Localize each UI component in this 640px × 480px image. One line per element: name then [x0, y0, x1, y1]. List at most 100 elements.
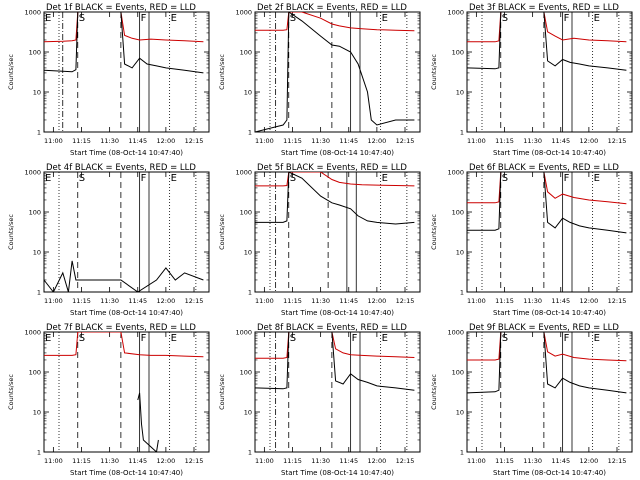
x-tick-label: 11:15: [495, 457, 514, 465]
y-tick-label: 100: [240, 369, 252, 377]
y-tick-label: 10: [456, 89, 464, 97]
marker-label: S: [79, 333, 85, 344]
marker-label: S: [502, 173, 508, 184]
series-red-line: [467, 332, 627, 362]
x-tick-label: 11:00: [467, 457, 486, 465]
x-tick-label: 11:00: [255, 137, 274, 145]
x-tick-label: 11:45: [551, 457, 570, 465]
y-tick-label: 100: [29, 209, 41, 217]
series-red-line: [255, 12, 415, 32]
y-tick-label: 1: [460, 289, 464, 297]
series-red-line: [467, 12, 627, 43]
x-tick-label: 11:15: [72, 137, 91, 145]
x-tick-label: 12:00: [580, 137, 599, 145]
x-tick-label: 11:45: [339, 137, 358, 145]
plot-frame: [254, 171, 421, 293]
x-tick-label: 12:15: [608, 137, 627, 145]
chart-title: Det 6f BLACK = Events, RED = LLD: [469, 163, 619, 173]
x-tick-label: 12:00: [580, 457, 599, 465]
x-tick-label: 11:00: [255, 297, 274, 305]
chart-title: Det 8f BLACK = Events, RED = LLD: [257, 323, 407, 333]
y-tick-label: 10: [33, 409, 41, 417]
x-tick-label: 11:45: [551, 297, 570, 305]
x-tick-label: 11:15: [283, 137, 302, 145]
marker-label: E: [594, 333, 600, 344]
y-tick-label: 1: [248, 449, 252, 457]
x-tick-label: 11:15: [283, 457, 302, 465]
marker-label: F: [141, 13, 147, 24]
y-tick-label: 1: [37, 289, 41, 297]
marker-label: S: [502, 333, 508, 344]
marker-label: E: [594, 13, 600, 24]
marker-label: E: [45, 13, 51, 24]
x-tick-label: 11:30: [523, 137, 542, 145]
x-tick-label: 11:15: [283, 297, 302, 305]
x-axis-label: Start Time (08-Oct-14 10:47:40): [281, 309, 394, 317]
x-axis-label: Start Time (08-Oct-14 10:47:40): [70, 309, 183, 317]
x-tick-label: 11:15: [72, 297, 91, 305]
plot-frame: [254, 331, 421, 453]
x-tick-label: 11:00: [44, 137, 63, 145]
x-tick-label: 11:30: [311, 457, 330, 465]
marker-label: S: [290, 173, 296, 184]
chart-title: Det 2f BLACK = Events, RED = LLD: [257, 3, 407, 13]
marker-label: S: [290, 13, 296, 24]
x-tick-label: 11:30: [523, 457, 542, 465]
marker-label: F: [141, 173, 147, 184]
x-tick-label: 11:00: [467, 137, 486, 145]
marker-label: E: [171, 333, 177, 344]
x-tick-label: 11:15: [495, 137, 514, 145]
marker-label: F: [564, 333, 570, 344]
x-tick-label: 11:45: [339, 457, 358, 465]
y-tick-label: 1000: [24, 329, 41, 337]
marker-label: S: [502, 13, 508, 24]
y-tick-label: 10: [244, 249, 252, 257]
x-axis-label: Start Time (08-Oct-14 10:47:40): [70, 149, 183, 157]
marker-label: F: [141, 333, 147, 344]
y-tick-label: 100: [452, 49, 464, 57]
x-axis-label: Start Time (08-Oct-14 10:47:40): [281, 469, 394, 477]
x-tick-label: 11:00: [255, 457, 274, 465]
marker-label: F: [564, 13, 570, 24]
marker-label: F: [352, 333, 358, 344]
plot-frame: [466, 171, 633, 293]
y-axis-label: Counts/sec: [218, 54, 226, 90]
marker-label: S: [79, 173, 85, 184]
plot-frame: [466, 331, 633, 453]
x-tick-label: 11:30: [100, 137, 119, 145]
series-red-line: [44, 332, 204, 358]
chart-title: Det 3f BLACK = Events, RED = LLD: [469, 3, 619, 13]
x-axis-label: Start Time (08-Oct-14 10:47:40): [493, 309, 606, 317]
series-red-line: [44, 12, 204, 43]
y-tick-label: 1000: [447, 169, 464, 177]
x-tick-label: 12:15: [185, 137, 204, 145]
x-tick-label: 12:00: [157, 137, 176, 145]
y-axis-label: Counts/sec: [7, 374, 15, 410]
marker-label: E: [594, 173, 600, 184]
x-tick-label: 12:15: [396, 457, 415, 465]
chart-title: Det 1f BLACK = Events, RED = LLD: [46, 3, 196, 13]
plot-frame: [466, 11, 633, 133]
y-tick-label: 1: [248, 129, 252, 137]
series-red-line: [255, 332, 415, 359]
x-tick-label: 12:15: [608, 457, 627, 465]
x-axis-label: Start Time (08-Oct-14 10:47:40): [493, 469, 606, 477]
y-tick-label: 1000: [235, 9, 252, 17]
plot-frame: [43, 331, 210, 453]
y-axis-label: Counts/sec: [218, 214, 226, 250]
y-tick-label: 1: [37, 129, 41, 137]
x-tick-label: 12:15: [608, 297, 627, 305]
chart-panel-2: Det 2f BLACK = Events, RED = LLD Counts/s…: [218, 3, 421, 157]
x-tick-label: 11:00: [44, 297, 63, 305]
series-black-line: [467, 12, 627, 71]
y-tick-label: 100: [29, 49, 41, 57]
y-tick-label: 10: [244, 409, 252, 417]
y-tick-label: 100: [29, 369, 41, 377]
x-tick-label: 11:30: [100, 457, 119, 465]
chart-title: Det 7f BLACK = Events, RED = LLD: [46, 323, 196, 333]
x-tick-label: 12:00: [580, 297, 599, 305]
y-tick-label: 100: [452, 209, 464, 217]
x-tick-label: 11:30: [100, 297, 119, 305]
chart-panel-1: Det 1f BLACK = Events, RED = LLD Counts/s…: [7, 3, 210, 157]
